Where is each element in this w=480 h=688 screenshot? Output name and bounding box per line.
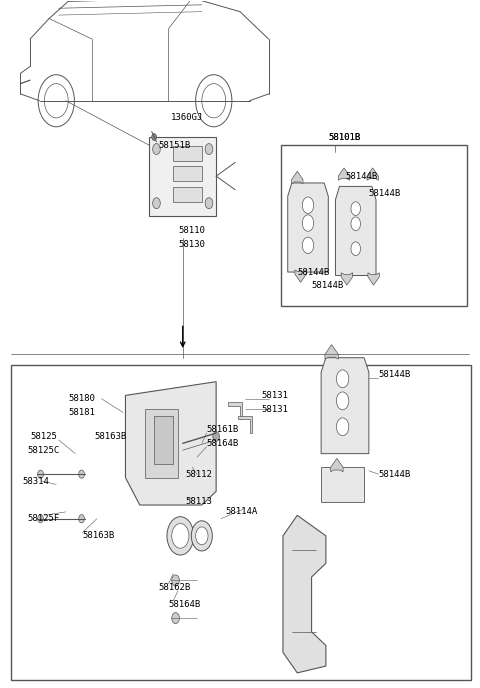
Circle shape: [302, 215, 314, 231]
Polygon shape: [325, 345, 338, 359]
Bar: [11, 365, 471, 680]
Bar: [144, 409, 178, 477]
Text: 58144B: 58144B: [378, 470, 411, 479]
Circle shape: [205, 197, 213, 208]
Text: 58144B: 58144B: [369, 189, 401, 197]
Text: 58110: 58110: [178, 226, 205, 235]
Circle shape: [351, 242, 360, 256]
Text: 58125F: 58125F: [28, 514, 60, 524]
Text: 58130: 58130: [178, 240, 205, 249]
Circle shape: [336, 370, 349, 388]
Text: 58125: 58125: [30, 432, 57, 441]
Polygon shape: [321, 467, 364, 502]
Polygon shape: [341, 272, 353, 285]
Text: 58101B: 58101B: [328, 133, 360, 142]
Bar: [281, 145, 467, 306]
Circle shape: [192, 521, 212, 551]
Circle shape: [213, 431, 219, 441]
Polygon shape: [295, 270, 306, 282]
Text: 58163B: 58163B: [95, 432, 127, 441]
Circle shape: [351, 217, 360, 230]
Text: 58314: 58314: [23, 477, 50, 486]
Polygon shape: [368, 272, 379, 285]
Polygon shape: [291, 171, 303, 184]
Bar: [173, 146, 202, 161]
Text: 58131: 58131: [262, 391, 288, 400]
Circle shape: [172, 575, 180, 586]
Text: 58162B: 58162B: [159, 583, 191, 592]
Circle shape: [153, 197, 160, 208]
Text: 58180: 58180: [68, 394, 95, 403]
Circle shape: [167, 517, 194, 555]
Polygon shape: [238, 416, 252, 433]
Bar: [149, 137, 216, 215]
Text: 58101B: 58101B: [329, 133, 361, 142]
Circle shape: [336, 392, 349, 410]
Text: 58131: 58131: [262, 405, 288, 413]
Circle shape: [351, 202, 360, 215]
Circle shape: [172, 612, 180, 623]
Polygon shape: [228, 402, 242, 420]
Text: 58113: 58113: [185, 497, 212, 506]
Polygon shape: [367, 168, 378, 180]
Text: 58151B: 58151B: [159, 141, 191, 150]
Text: 58114A: 58114A: [226, 507, 258, 517]
Circle shape: [37, 470, 43, 478]
Polygon shape: [125, 382, 216, 505]
Circle shape: [196, 527, 208, 545]
Bar: [173, 166, 202, 181]
Text: 58181: 58181: [68, 408, 95, 417]
Text: 58164B: 58164B: [206, 439, 239, 448]
Polygon shape: [331, 458, 343, 472]
Text: 58144B: 58144B: [345, 171, 377, 181]
Text: 58161B: 58161B: [206, 425, 239, 434]
Circle shape: [153, 144, 160, 155]
Text: 1360GJ: 1360GJ: [171, 114, 203, 122]
Bar: [154, 416, 173, 464]
Polygon shape: [283, 515, 326, 673]
Circle shape: [37, 515, 43, 523]
Polygon shape: [321, 358, 369, 453]
Circle shape: [79, 515, 84, 523]
Circle shape: [152, 133, 156, 140]
Text: 58144B: 58144B: [297, 268, 329, 277]
Text: 58163B: 58163B: [83, 531, 115, 540]
Circle shape: [79, 470, 84, 478]
Text: 58144B: 58144B: [312, 281, 344, 290]
Polygon shape: [336, 186, 376, 275]
Text: 58144B: 58144B: [378, 370, 411, 379]
Circle shape: [302, 237, 314, 254]
Text: 58164B: 58164B: [168, 600, 201, 609]
Polygon shape: [338, 168, 350, 180]
Circle shape: [172, 524, 189, 548]
Circle shape: [205, 144, 213, 155]
Bar: [173, 186, 202, 202]
Polygon shape: [288, 183, 328, 272]
Circle shape: [302, 197, 314, 213]
Text: 58125C: 58125C: [28, 446, 60, 455]
Text: 58112: 58112: [185, 470, 212, 479]
Circle shape: [336, 418, 349, 436]
